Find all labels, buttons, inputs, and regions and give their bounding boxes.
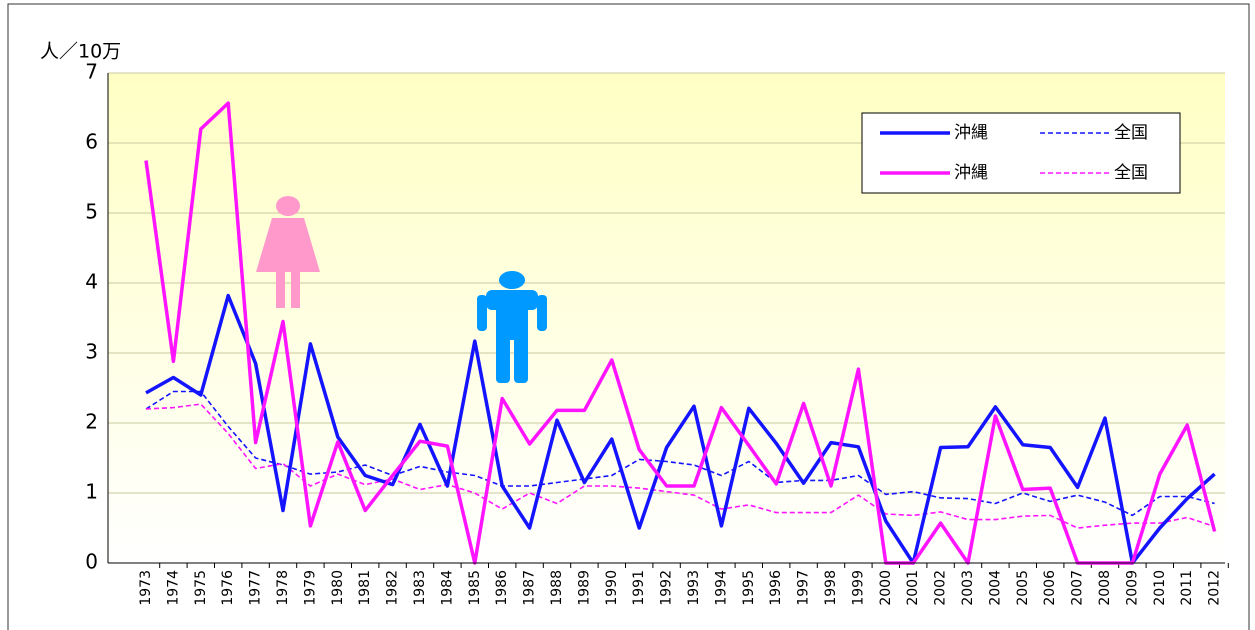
legend-label: 全国 [1114, 123, 1148, 143]
x-tick-label: 1988 [549, 570, 565, 606]
x-tick-label: 2012 [1207, 570, 1223, 606]
x-tick-label: 1984 [439, 570, 455, 606]
y-tick-label: 5 [85, 200, 98, 224]
series-line [145, 390, 1215, 517]
series [144, 101, 1217, 565]
legend-label: 全国 [1114, 163, 1148, 183]
x-tick-label: 2000 [878, 570, 894, 606]
x-tick-label: 1991 [631, 570, 647, 606]
x-tick-label: 2002 [933, 570, 949, 606]
x-tick-label: 1999 [850, 570, 866, 606]
x-tick-label: 1981 [357, 570, 373, 606]
x-tick-label: 1986 [494, 570, 510, 606]
x-tick-label: 2007 [1070, 570, 1086, 606]
x-tick-label: 1989 [576, 570, 592, 606]
x-tick-label: 1983 [412, 570, 428, 606]
x-tick-label: 1993 [686, 570, 702, 606]
x-tick-label: 2004 [987, 570, 1003, 606]
x-tick-label: 1995 [741, 570, 757, 606]
female-icon [256, 196, 320, 308]
x-tick-label: 1980 [330, 570, 346, 606]
x-tick-label: 1997 [796, 570, 812, 606]
x-tick-label: 1987 [522, 570, 538, 606]
x-tick-label: 1979 [302, 570, 318, 606]
x-tick-label: 2009 [1124, 570, 1140, 606]
x-tick-label: 1976 [220, 570, 236, 606]
x-tick-label: 1974 [165, 570, 181, 606]
x-tick-label: 1982 [385, 570, 401, 606]
series-line [144, 101, 1217, 565]
y-tick-label: 2 [85, 410, 98, 434]
y-axis-label: 人／10万 [40, 41, 121, 63]
y-tick-label: 6 [85, 130, 98, 154]
x-tick-label: 1992 [659, 570, 675, 606]
x-tick-label: 2003 [960, 570, 976, 606]
grid: 0 1 2 3 4 5 6 7 1973 1974 1975 1976 1977 1978 1979 1980… [85, 60, 1229, 606]
legend-label: 沖縄 [954, 123, 988, 143]
x-tick-label: 2008 [1097, 570, 1113, 606]
male-icon [477, 271, 547, 383]
x-tick-label: 1994 [713, 570, 729, 606]
y-tick-label: 7 [85, 60, 98, 84]
y-tick-label: 3 [85, 340, 98, 364]
x-tick-label: 2006 [1042, 570, 1058, 606]
y-tick-label: 4 [85, 270, 98, 294]
x-tick-label: 2005 [1015, 570, 1031, 606]
x-tick-label: 1990 [604, 570, 620, 606]
x-tick-label: 1985 [467, 570, 483, 606]
x-tick-label: 2010 [1152, 570, 1168, 606]
x-tick-label: 1975 [193, 570, 209, 606]
x-tick-label: 1977 [248, 570, 264, 606]
x-tick-label: 1978 [275, 570, 291, 606]
x-tick-label: 2001 [905, 570, 921, 606]
y-tick-label: 1 [85, 480, 98, 504]
x-tick-label: 1996 [768, 570, 784, 606]
x-tick-label: 1998 [823, 570, 839, 606]
x-tick-label: 1973 [138, 570, 154, 606]
x-tick-label: 2011 [1179, 570, 1195, 606]
series-line [145, 293, 1216, 565]
legend [861, 112, 1181, 194]
legend-label: 沖縄 [954, 163, 988, 183]
y-tick-label: 0 [85, 550, 98, 574]
